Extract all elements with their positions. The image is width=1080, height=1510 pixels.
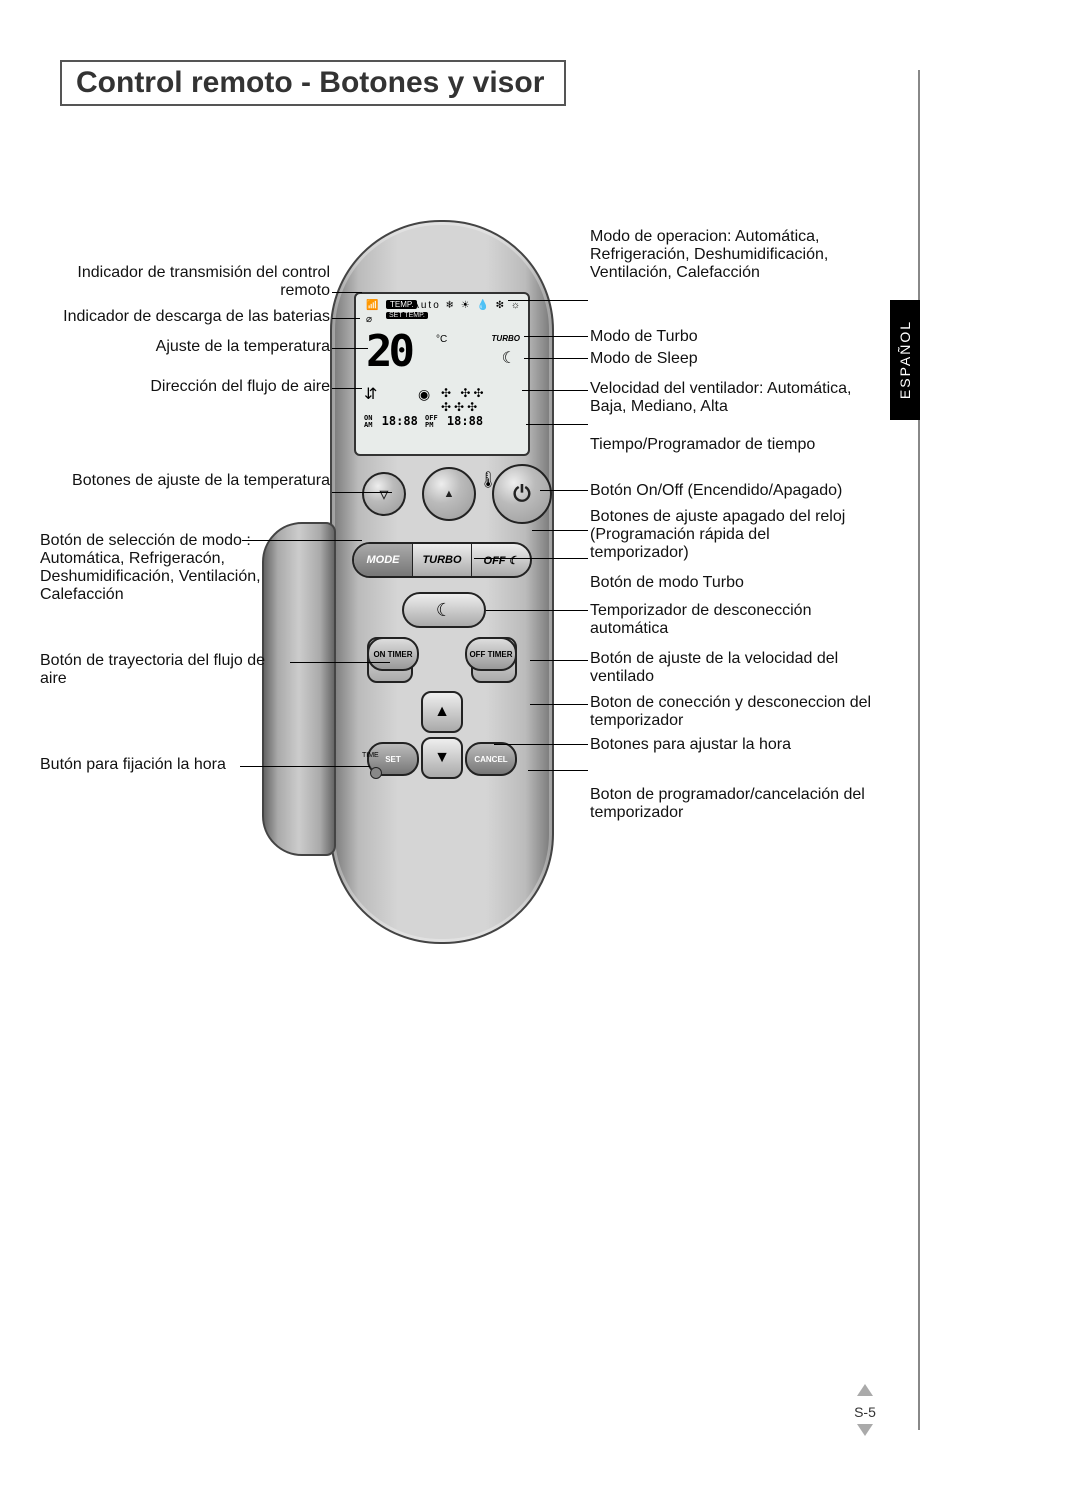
callout-hour-btn: Botones para ajustar la hora xyxy=(590,736,880,754)
callout-quick: Botones de ajuste apagado del reloj (Pro… xyxy=(590,508,870,562)
thermo-icon: 🌡 xyxy=(478,470,498,490)
remote-display: 📶 ⌀ TEMP. SET TEMP. Auto ❄ ☀ 💧 ❇ ☼ 20 °C… xyxy=(354,292,530,456)
line-l8 xyxy=(240,766,370,767)
mode-turbo-off-row: MODE TURBO OFF ☾ xyxy=(352,542,532,578)
line-r4 xyxy=(522,390,588,391)
page-number: S-5 xyxy=(850,1404,880,1420)
line-l3 xyxy=(332,348,368,349)
time-on: 18:88 xyxy=(382,414,418,428)
line-r2 xyxy=(524,336,588,337)
page-number-indicator: S-5 xyxy=(850,1404,880,1420)
line-l1 xyxy=(332,292,362,293)
line-r11 xyxy=(530,704,588,705)
callout-fan-btn: Botón de ajuste de la velocidad del vent… xyxy=(590,650,880,686)
timer-row: ONAM 18:88 OFFPM 18:88 xyxy=(364,414,520,429)
battery-icon: ⌀ xyxy=(366,314,372,325)
page-up-icon xyxy=(857,1384,873,1396)
callout-turbo: Modo de Turbo xyxy=(590,328,850,346)
temperature-unit: °C xyxy=(436,334,447,345)
callout-temp-btns: Botones de ajuste de la temperatura xyxy=(40,472,330,490)
line-l7 xyxy=(290,662,390,663)
sleep-button[interactable]: ☾ xyxy=(402,592,486,628)
temp-up-button[interactable]: ▲ xyxy=(422,467,476,521)
line-r10 xyxy=(530,660,588,661)
callout-tx: Indicador de transmisión del control rem… xyxy=(40,264,330,300)
line-r6 xyxy=(540,490,588,491)
turbo-indicator: TURBO xyxy=(492,334,520,343)
callout-mode: Botón de selección de modo : Automática,… xyxy=(40,532,290,604)
mode-button[interactable]: MODE xyxy=(354,544,413,576)
callout-fan: Velocidad del ventilador: Automática, Ba… xyxy=(590,380,860,416)
callout-modes: Modo de operacion: Automática, Refrigera… xyxy=(590,228,850,282)
timer-down-button[interactable]: ▼ xyxy=(421,737,463,779)
turbo-button[interactable]: TURBO xyxy=(413,544,472,576)
off-ampm: OFFPM xyxy=(425,415,438,429)
callout-sleep: Modo de Sleep xyxy=(590,350,850,368)
callout-time-hole: Butón para fijación la hora xyxy=(40,756,290,774)
line-l4 xyxy=(332,388,362,389)
callout-time: Tiempo/Programador de tiempo xyxy=(590,436,860,454)
swing-icon: ⇵ xyxy=(364,384,377,404)
callout-temp: Ajuste de la temperatura xyxy=(40,338,330,356)
on-timer-button[interactable]: ON TIMER xyxy=(367,637,419,671)
signal-icon: 📶 xyxy=(366,300,378,311)
line-r7 xyxy=(532,530,588,531)
on-ampm: ONAM xyxy=(364,415,372,429)
line-r3 xyxy=(524,358,588,359)
line-l5 xyxy=(332,492,392,493)
callout-onoff: Botón On/Off (Encendido/Apagado) xyxy=(590,482,880,500)
time-reset-hole[interactable] xyxy=(370,767,382,779)
manual-page: Control remoto - Botones y visor ESPAÑOL… xyxy=(0,0,1080,1510)
line-r13 xyxy=(528,770,588,771)
fan-speed-icons: ✣ ✣✣ ✣✣✣ xyxy=(441,386,528,414)
page-border-right xyxy=(918,70,920,1430)
temperature-value: 20 xyxy=(366,326,411,377)
callout-swing: Dirección del flujo de aire xyxy=(40,378,330,396)
timer-up-button[interactable]: ▲ xyxy=(421,691,463,733)
line-l6 xyxy=(242,540,362,541)
cancel-button[interactable]: CANCEL xyxy=(465,742,517,776)
line-r9 xyxy=(486,610,588,611)
time-off: 18:88 xyxy=(447,414,483,428)
section-title-box: Control remoto - Botones y visor xyxy=(60,60,566,106)
settemp-label: SET TEMP. xyxy=(386,312,428,319)
section-title: Control remoto - Botones y visor xyxy=(76,66,544,99)
page-down-icon xyxy=(857,1424,873,1436)
line-r5 xyxy=(526,424,588,425)
remote-illustration: 📶 ⌀ TEMP. SET TEMP. Auto ❄ ☀ 💧 ❇ ☼ 20 °C… xyxy=(330,220,554,944)
callout-swing-btn: Botón de trayectoria del flujo de aire xyxy=(40,652,290,688)
callout-sleep-timer: Temporizador de desconección automática xyxy=(590,602,870,638)
mode-icons-row: Auto ❄ ☀ 💧 ❇ ☼ xyxy=(412,300,522,311)
temp-down-button[interactable]: ▽ xyxy=(362,472,406,516)
power-button[interactable]: ⏻ xyxy=(492,464,552,524)
callout-turbo-btn: Botón de modo Turbo xyxy=(590,574,870,592)
off-timer-button[interactable]: OFF TIMER xyxy=(465,637,517,671)
language-tab: ESPAÑOL xyxy=(890,300,920,420)
line-r1 xyxy=(508,300,588,301)
callout-timer-btn: Boton de conección y desconeccion del te… xyxy=(590,694,880,730)
sleep-icon: ☾ xyxy=(502,348,516,368)
line-l2 xyxy=(332,318,360,319)
callout-set-cancel: Boton de programador/cancelación del tem… xyxy=(590,786,880,822)
line-r8 xyxy=(474,558,588,559)
fan-icon: ◉ xyxy=(418,386,430,403)
off-sleep-button[interactable]: OFF ☾ xyxy=(472,544,530,576)
callout-battery: Indicador de descarga de las baterias xyxy=(40,308,330,326)
time-hole-label: TIME xyxy=(362,752,379,759)
language-label: ESPAÑOL xyxy=(897,320,913,399)
line-r12 xyxy=(494,744,588,745)
